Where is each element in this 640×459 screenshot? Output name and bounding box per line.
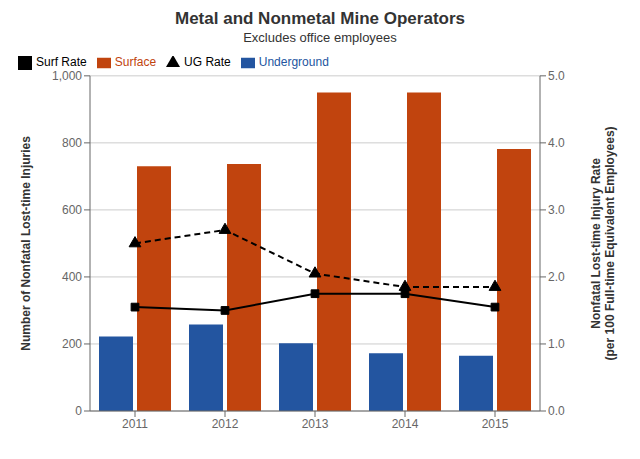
svg-text:800: 800 [62, 136, 82, 150]
svg-text:Number of Nonfatal Lost-time I: Number of Nonfatal Lost-time Injuries [19, 136, 33, 351]
svg-text:2013: 2013 [302, 417, 329, 431]
html-text:Surface: Surface [114, 55, 157, 69]
svg-text:2015: 2015 [482, 417, 509, 431]
svg-text:1,000: 1,000 [52, 69, 82, 83]
html-text:Surf Rate: Surf Rate [36, 55, 87, 69]
html-text:Excludes office employees: Excludes office employees [243, 30, 397, 45]
svg-text:0: 0 [75, 404, 82, 418]
svg-text:2011: 2011 [122, 417, 148, 431]
svg-text:0.0: 0.0 [548, 404, 565, 418]
svg-text:600: 600 [62, 203, 82, 217]
svg-text:1.0: 1.0 [548, 337, 565, 351]
svg-text:2.0: 2.0 [548, 270, 565, 284]
svg-text:3.0: 3.0 [548, 203, 565, 217]
html-text:UG Rate: UG Rate [184, 55, 231, 69]
svg-text:400: 400 [62, 270, 82, 284]
html-text:Underground: Underground [258, 55, 329, 69]
svg-text:Nonfatal Lost-time Injury Rate: Nonfatal Lost-time Injury Rate(per 100 F… [589, 126, 617, 360]
svg-text:2014: 2014 [392, 417, 419, 431]
svg-text:200: 200 [62, 337, 82, 351]
svg-text:2012: 2012 [212, 417, 239, 431]
html-text:Metal and Nonmetal Mine Operat: Metal and Nonmetal Mine Operators [175, 9, 465, 28]
svg-text:4.0: 4.0 [548, 136, 565, 150]
svg-text:5.0: 5.0 [548, 69, 565, 83]
